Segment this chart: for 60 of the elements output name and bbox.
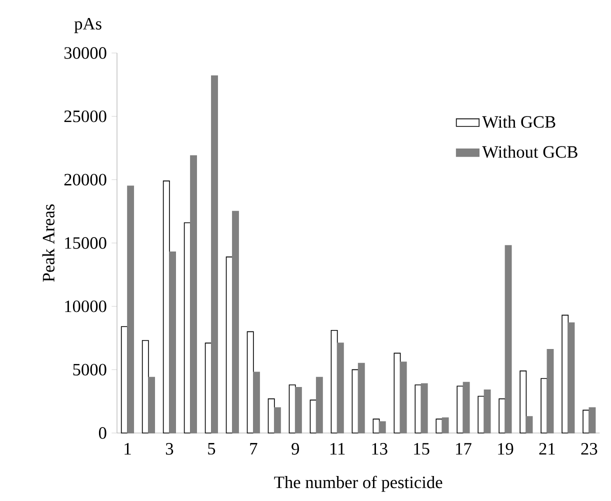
bar [190, 155, 197, 434]
x-tick-label: 17 [456, 443, 472, 454]
bar [148, 376, 156, 434]
bar [526, 416, 533, 434]
y-tick-label: 0 [98, 427, 106, 439]
x-tick-label: 7 [250, 443, 258, 454]
bar [169, 251, 176, 434]
x-tick-label: 21 [539, 443, 555, 455]
bar [246, 331, 254, 434]
bar [436, 418, 443, 434]
bar [478, 396, 485, 434]
bar [142, 340, 149, 434]
legend-label: Without GCB [482, 146, 578, 158]
bar [162, 180, 170, 434]
x-tick-label: 15 [414, 443, 430, 455]
bar [316, 376, 323, 434]
bar [568, 322, 575, 434]
y-tick-label: 5000 [73, 364, 106, 376]
bar [358, 362, 365, 434]
bar [378, 421, 386, 434]
y-axis-title: Peak Areas [42, 204, 54, 282]
bar [442, 417, 449, 434]
bar [484, 390, 491, 434]
bar [540, 378, 548, 434]
x-tick-label: 3 [166, 443, 174, 455]
bar [582, 410, 590, 434]
x-tick-label: 9 [292, 443, 299, 455]
bar [420, 383, 428, 434]
bar [588, 407, 596, 434]
y-tick-label: 30000 [64, 47, 106, 59]
bar [456, 386, 464, 434]
x-tick-label: 13 [372, 443, 388, 455]
bar [253, 372, 260, 434]
x-tick-label: 5 [208, 443, 216, 455]
legend-label: With GCB [482, 116, 556, 128]
x-tick-label: 11 [330, 443, 345, 454]
x-tick-label: 1 [124, 443, 131, 454]
bar [232, 210, 239, 434]
bar [268, 398, 275, 434]
x-tick-label: 23 [581, 443, 598, 455]
bar [498, 398, 506, 434]
y-tick-label: 20000 [64, 174, 106, 186]
x-tick-label: 19 [498, 443, 514, 455]
bar [520, 370, 527, 434]
bar [462, 382, 470, 434]
bar [504, 245, 512, 434]
y-tick-label: 25000 [64, 110, 106, 122]
bar [211, 75, 218, 434]
bar [336, 342, 344, 434]
x-axis-title: The number of pesticide [274, 476, 442, 492]
bar [127, 186, 134, 434]
y-tick-label: 15000 [65, 237, 106, 249]
bar [294, 387, 302, 434]
y-tick-label: 10000 [65, 300, 106, 312]
bar [372, 418, 380, 434]
bar [546, 349, 554, 434]
text: pAs [74, 18, 102, 34]
bar [274, 407, 281, 434]
bar [562, 314, 569, 434]
bar [400, 362, 407, 434]
